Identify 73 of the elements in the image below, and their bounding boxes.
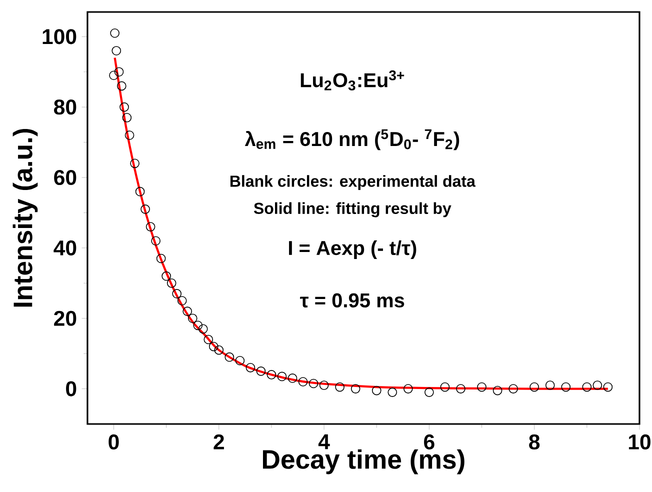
point bbox=[235, 356, 245, 366]
point bbox=[492, 386, 502, 396]
annotation: Lu$_{2}$O$_{3}$:Eu$^{3+}$ bbox=[300, 70, 404, 90]
point bbox=[124, 130, 134, 140]
y-tick-label: 0 bbox=[66, 381, 76, 396]
point bbox=[298, 377, 308, 386]
point bbox=[112, 46, 122, 56]
point bbox=[335, 382, 344, 392]
y-axis-title: Intensity (a.u.) bbox=[12, 128, 38, 307]
point bbox=[120, 102, 129, 112]
point bbox=[177, 296, 187, 306]
point bbox=[146, 222, 156, 232]
point bbox=[166, 278, 176, 288]
point bbox=[214, 345, 224, 355]
y-tick-label: 100 bbox=[42, 29, 76, 44]
annotation: Solid line: fitting result by bbox=[254, 202, 452, 218]
y-tick-label: 60 bbox=[54, 170, 76, 186]
point bbox=[561, 382, 571, 392]
point bbox=[456, 384, 466, 394]
point bbox=[403, 384, 413, 394]
point bbox=[204, 334, 214, 344]
point bbox=[288, 374, 298, 383]
point bbox=[156, 254, 166, 264]
x-tick-label: 4 bbox=[318, 434, 330, 450]
x-tick-label: 8 bbox=[529, 434, 540, 450]
point bbox=[110, 28, 120, 38]
point bbox=[172, 289, 182, 298]
point bbox=[116, 81, 126, 91]
point bbox=[388, 388, 398, 397]
point bbox=[188, 314, 198, 324]
point bbox=[151, 236, 160, 246]
point bbox=[140, 204, 150, 214]
y-tick-label: 20 bbox=[54, 310, 76, 326]
point bbox=[266, 370, 276, 380]
point bbox=[256, 366, 266, 376]
text: λ$_{em}$ = 610 nm ($^{5}$D$_{0}$- $^{7}$F$_{2}$) bbox=[244, 129, 460, 150]
point bbox=[545, 380, 555, 390]
annotation: Blank circles: experimental data bbox=[230, 175, 476, 190]
point bbox=[350, 384, 360, 394]
line-series bbox=[114, 56, 610, 390]
point bbox=[372, 386, 382, 396]
point bbox=[603, 382, 613, 392]
point bbox=[582, 382, 592, 392]
point bbox=[308, 378, 318, 388]
annotation: I = Aexp (- t/τ) bbox=[289, 240, 416, 260]
point bbox=[508, 384, 518, 394]
point bbox=[208, 342, 218, 352]
point bbox=[122, 112, 132, 122]
point bbox=[198, 324, 208, 334]
x-tick-label: 0 bbox=[108, 434, 119, 450]
annotation: τ = 0.95 ms bbox=[300, 293, 404, 308]
point bbox=[319, 380, 329, 390]
point bbox=[477, 382, 486, 392]
point bbox=[109, 70, 118, 80]
point bbox=[592, 380, 602, 390]
y-tick-label: 80 bbox=[54, 100, 76, 115]
point bbox=[530, 382, 539, 392]
point bbox=[135, 186, 145, 196]
point bbox=[246, 362, 256, 372]
point bbox=[114, 67, 124, 77]
x-tick-label: 6 bbox=[424, 434, 434, 450]
x-axis-title: Decay time (ms) bbox=[262, 449, 464, 474]
x-tick-label: 10 bbox=[628, 434, 650, 450]
point bbox=[162, 271, 171, 281]
y-tick-label: 40 bbox=[54, 240, 76, 256]
point bbox=[130, 158, 140, 168]
point bbox=[277, 372, 287, 382]
x-tick-label: 2 bbox=[214, 434, 224, 450]
point bbox=[424, 388, 434, 397]
point bbox=[440, 382, 450, 392]
point bbox=[182, 306, 192, 316]
point bbox=[224, 352, 234, 362]
point bbox=[193, 320, 203, 330]
